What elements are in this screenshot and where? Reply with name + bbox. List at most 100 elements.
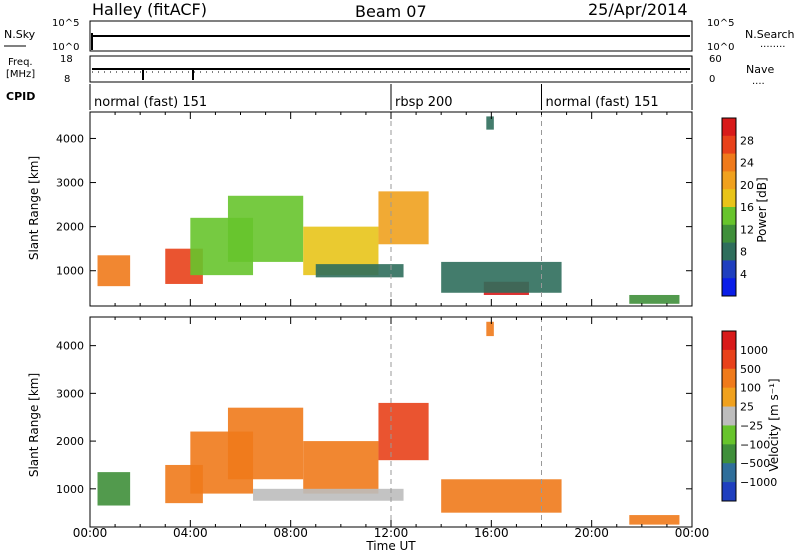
power-patch	[378, 191, 429, 245]
colorbar-swatch	[722, 260, 736, 279]
xtick-label: 00:00	[73, 526, 108, 540]
velocity-patch	[253, 488, 404, 501]
power-patch	[97, 255, 131, 287]
xtick-label: 12:00	[374, 526, 409, 540]
freq-frame	[89, 55, 693, 83]
nsearch-tick-top: 10^5	[707, 18, 734, 29]
xtick-label: 20:00	[574, 526, 609, 540]
colorbar-tick-label: 16	[740, 201, 754, 214]
velocity-patch	[378, 402, 429, 461]
colorbar-tick-label: 1000	[740, 344, 768, 357]
velocity-patch	[303, 441, 379, 494]
power-patch	[227, 195, 304, 262]
nave-label: Nave	[746, 63, 774, 76]
nave-legend: ....	[752, 76, 765, 87]
colorbar-swatch	[722, 242, 736, 261]
xtick-label: 00:00	[675, 526, 710, 540]
nave-tick-top: 60	[709, 54, 722, 65]
colorbar-swatch	[722, 135, 736, 155]
colorbar-swatch	[722, 331, 736, 351]
ytick-label: 1000	[56, 265, 84, 278]
colorbar-swatch	[722, 189, 736, 208]
power-patch	[441, 261, 562, 293]
cpid-label: CPID	[6, 90, 35, 103]
xtick-label: 04:00	[173, 526, 208, 540]
velocity-ylabel: Slant Range [km]	[27, 373, 41, 477]
colorbar-swatch	[722, 406, 736, 426]
power-colorbar-label: Power [dB]	[755, 177, 769, 242]
velocity-patch	[441, 479, 562, 513]
colorbar-swatch	[722, 425, 736, 445]
colorbar-tick-label: 500	[740, 363, 761, 376]
ytick-label: 4000	[56, 340, 84, 353]
velocity-patch	[629, 515, 680, 525]
ytick-label: 3000	[56, 177, 84, 190]
nsearch-label: N.Search	[745, 28, 795, 41]
colorbar-swatch	[722, 118, 736, 137]
colorbar-swatch	[722, 349, 736, 370]
colorbar-swatch	[722, 224, 736, 244]
colorbar-frame	[721, 330, 737, 502]
colorbar-tick-label: 100	[740, 382, 761, 395]
colorbar-tick-label: −1000	[740, 476, 777, 489]
power-patch	[486, 116, 494, 130]
colorbar-swatch	[722, 482, 736, 502]
freq-tick-bottom: 8	[64, 74, 70, 85]
colorbar-frame	[721, 117, 737, 297]
velocity-patch	[486, 321, 494, 337]
nsky-label: N.Sky	[4, 28, 36, 41]
power-patch	[315, 264, 404, 278]
colorbar-tick-label: 12	[740, 223, 754, 236]
title-center: Beam 07	[355, 2, 427, 21]
colorbar-swatch	[722, 278, 736, 297]
colorbar-swatch	[722, 171, 736, 190]
xaxis-label: Time UT	[365, 539, 416, 553]
ytick-label: 1000	[56, 483, 84, 496]
power-panel: 1000 2000 3000 4000 4 8 12 16 20 24 28	[56, 111, 754, 307]
xtick-label: 16:00	[474, 526, 509, 540]
nsky-tick-top: 10^5	[52, 18, 79, 29]
cpid-segment-label: rbsp 200	[395, 95, 453, 110]
colorbar-tick-label: 4	[740, 268, 747, 281]
velocity-patch	[227, 407, 304, 480]
colorbar-tick-label: 24	[740, 157, 754, 170]
ytick-label: 3000	[56, 387, 84, 400]
freq-label-1: Freq.	[8, 57, 33, 68]
power-ylabel: Slant Range [km]	[27, 156, 41, 260]
nsky-tick-bottom: 10^0	[52, 42, 79, 53]
freq-tick-top: 18	[60, 54, 73, 65]
cpid-segment-label: normal (fast) 151	[546, 95, 659, 110]
colorbar-swatch	[722, 368, 736, 389]
time-axis: 00:00 04:00 08:00 12:00 16:00 20:00 00:00	[73, 526, 710, 540]
ytick-label: 2000	[56, 221, 84, 234]
title-left: Halley (fitACF)	[92, 0, 207, 19]
ytick-label: 2000	[56, 435, 84, 448]
velocity-panel: 1000 2000 3000 4000 1000 500 100 25 −25 −100 −500 −…	[56, 316, 777, 528]
colorbar-tick-label: 8	[740, 246, 747, 259]
colorbar-swatch	[722, 153, 736, 172]
nsearch-tick-bottom: 10^0	[707, 42, 734, 53]
colorbar-swatch	[722, 207, 736, 226]
freq-label-2: [MHz]	[6, 69, 35, 80]
colorbar-tick-label: −500	[740, 457, 770, 470]
colorbar-swatch	[722, 387, 736, 408]
colorbar-tick-label: 20	[740, 179, 754, 192]
nave-tick-bottom: 0	[709, 74, 715, 85]
nsearch-legend: ........	[760, 39, 785, 50]
nsky-frame	[89, 20, 693, 52]
colorbar-tick-label: −25	[740, 419, 763, 432]
velocity-colorbar-label: Velocity [m s⁻¹]	[767, 378, 781, 471]
colorbar-swatch	[722, 444, 736, 464]
xtick-label: 08:00	[273, 526, 308, 540]
cpid-segments: normal (fast) 151 rbsp 200 normal (fast) 1…	[94, 84, 659, 110]
cpid-segment-label: normal (fast) 151	[94, 95, 207, 110]
power-patch	[629, 294, 680, 304]
colorbar-tick-label: 28	[740, 134, 754, 147]
colorbar-tick-label: −100	[740, 438, 770, 451]
velocity-patch	[97, 472, 131, 506]
title-right: 25/Apr/2014	[588, 0, 688, 19]
ytick-label: 4000	[56, 132, 84, 145]
colorbar-swatch	[722, 463, 736, 483]
colorbar-tick-label: 25	[740, 401, 754, 414]
